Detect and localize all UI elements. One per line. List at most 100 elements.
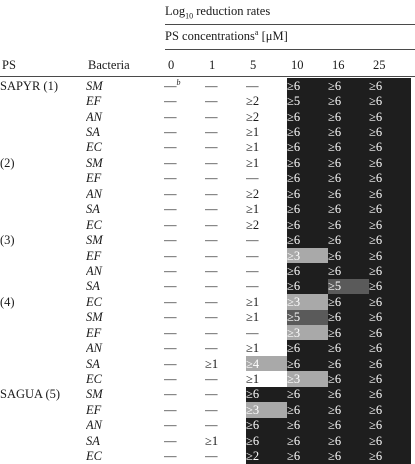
- column-header-conc-1: 1: [209, 58, 216, 72]
- reduction-cell: —: [246, 325, 259, 340]
- ps-cell: (3): [0, 233, 15, 248]
- reduction-cell: ≥6: [246, 433, 287, 449]
- reduction-cell: —: [246, 233, 259, 248]
- reduction-cell: —: [205, 217, 218, 232]
- reduction-cell: ≥6: [328, 232, 369, 248]
- bacteria-cell: SA: [86, 356, 100, 371]
- reduction-cell: ≥3: [287, 294, 328, 310]
- table-row: SA — — ≥1 ≥6 ≥6 ≥6: [0, 201, 411, 217]
- reduction-cell: —: [164, 125, 177, 140]
- reduction-cell: —: [205, 171, 218, 186]
- table-row: SAPYR (1) SM —b — — ≥6 ≥6 ≥6: [0, 78, 411, 94]
- reduction-cell: —: [246, 171, 259, 186]
- reduction-cell: —: [164, 279, 177, 294]
- reduction-cell: ≥4: [246, 355, 287, 372]
- bacteria-cell: SM: [86, 387, 103, 402]
- reduction-cell: ≥6: [287, 340, 328, 356]
- ps-cell: [0, 433, 86, 448]
- reduction-cell: ≥6: [246, 386, 287, 403]
- reduction-cell: ≥6: [328, 216, 369, 233]
- reduction-cell: ≥6: [287, 278, 328, 295]
- reduction-cell: ≥6: [287, 155, 328, 171]
- reduction-cell: —: [205, 279, 218, 294]
- ps-cell: [0, 402, 86, 417]
- reduction-cell: —: [164, 449, 177, 464]
- reduction-cell: ≥6: [328, 247, 369, 264]
- reduction-cell: ≥6: [369, 340, 411, 356]
- reduction-cell: ≥6: [369, 216, 411, 233]
- reduction-cell: ≥1: [205, 433, 219, 448]
- table-row: EF — — — ≥6 ≥6 ≥6: [0, 170, 411, 187]
- ps-cell: [0, 279, 86, 294]
- reduction-cell: ≥6: [287, 232, 328, 248]
- reduction-cell: —: [164, 263, 177, 278]
- bacteria-cell: EF: [86, 171, 102, 186]
- bacteria-cell: SM: [86, 155, 103, 170]
- reduction-cell: ≥5: [287, 309, 328, 325]
- reduction-cell: ≥6: [287, 186, 328, 202]
- bacteria-cell: EC: [86, 294, 102, 309]
- table-row: AN — — — ≥6 ≥6 ≥6: [0, 263, 411, 279]
- reduction-cell: ≥2: [246, 217, 260, 232]
- reduction-cell: ≥6: [369, 309, 411, 325]
- reduction-cell: ≥6: [328, 433, 369, 449]
- table-row: EC — — ≥2 ≥6 ≥6 ≥6: [0, 448, 411, 464]
- reduction-cell: —: [164, 418, 177, 433]
- reduction-cell: ≥6: [369, 278, 411, 295]
- table-row: AN — — ≥1 ≥6 ≥6 ≥6: [0, 340, 411, 356]
- table-row: EF — — ≥3 ≥6 ≥6 ≥6: [0, 402, 411, 418]
- reduction-cell: ≥6: [287, 355, 328, 372]
- reduction-cell: ≥6: [328, 124, 369, 140]
- ps-cell: [0, 217, 86, 232]
- reduction-cell: ≥6: [246, 417, 287, 434]
- concentration-unit: [μM]: [258, 29, 288, 43]
- reduction-cell: ≥1: [246, 341, 260, 356]
- reduction-cell: —: [246, 263, 259, 278]
- bacteria-cell: AN: [86, 263, 102, 278]
- ps-cell: [0, 93, 86, 108]
- reduction-cell: ≥6: [287, 386, 328, 403]
- bacteria-cell: EC: [86, 140, 102, 155]
- reduction-cell: ≥2: [246, 186, 260, 201]
- reduction-cell: ≥6: [287, 124, 328, 140]
- reduction-cell: ≥1: [246, 125, 260, 140]
- reduction-cell: ≥6: [328, 201, 369, 217]
- reduction-cell: ≥6: [328, 108, 369, 125]
- reduction-cell: ≥6: [328, 325, 369, 341]
- reduction-cell: ≥6: [328, 309, 369, 325]
- title-prefix: Log: [165, 4, 186, 18]
- reduction-cell: ≥6: [287, 139, 328, 156]
- reduction-cell: ≥6: [287, 78, 328, 94]
- reduction-cell: —: [164, 433, 177, 448]
- reduction-cell: ≥6: [369, 263, 411, 279]
- ps-cell: (4): [0, 294, 15, 309]
- reduction-cell: ≥2: [246, 109, 260, 124]
- reduction-cell: ≥3: [287, 247, 328, 264]
- table-row: EC — — ≥1 ≥3 ≥6 ≥6: [0, 371, 411, 387]
- reduction-cell: ≥6: [287, 108, 328, 125]
- reduction-cell: ≥6: [369, 93, 411, 109]
- bacteria-cell: EC: [86, 449, 102, 464]
- reduction-cell: ≥6: [287, 170, 328, 187]
- reduction-cell: ≥6: [328, 78, 369, 94]
- concentration-header: PS concentrationsa [μM]: [165, 28, 288, 43]
- bacteria-cell: AN: [86, 186, 102, 201]
- table-row: AN — — ≥6 ≥6 ≥6 ≥6: [0, 417, 411, 434]
- reduction-cell: ≥6: [328, 294, 369, 310]
- reduction-cell: —: [164, 155, 177, 170]
- reduction-cell: —: [164, 217, 177, 232]
- reduction-cell: ≥6: [287, 448, 328, 464]
- reduction-cell: ≥6: [328, 186, 369, 202]
- reduction-cell: ≥2: [246, 94, 260, 109]
- reduction-value: —: [164, 78, 177, 93]
- reduction-table-body: SAPYR (1) SM —b — — ≥6 ≥6 ≥6 EF — — ≥2 ≥5 ≥6 ≥6 AN — — ≥2 ≥…: [0, 78, 411, 464]
- reduction-cell: ≥6: [328, 93, 369, 109]
- table-row: EC — — ≥2 ≥6 ≥6 ≥6: [0, 216, 411, 233]
- reduction-cell: —: [246, 78, 259, 93]
- reduction-cell: ≥6: [328, 340, 369, 356]
- reduction-cell: ≥6: [369, 155, 411, 171]
- bacteria-cell: SA: [86, 202, 100, 217]
- reduction-cell: ≥6: [369, 433, 411, 449]
- bacteria-cell: SM: [86, 310, 103, 325]
- table-row: SA — ≥1 ≥6 ≥6 ≥6 ≥6: [0, 433, 411, 449]
